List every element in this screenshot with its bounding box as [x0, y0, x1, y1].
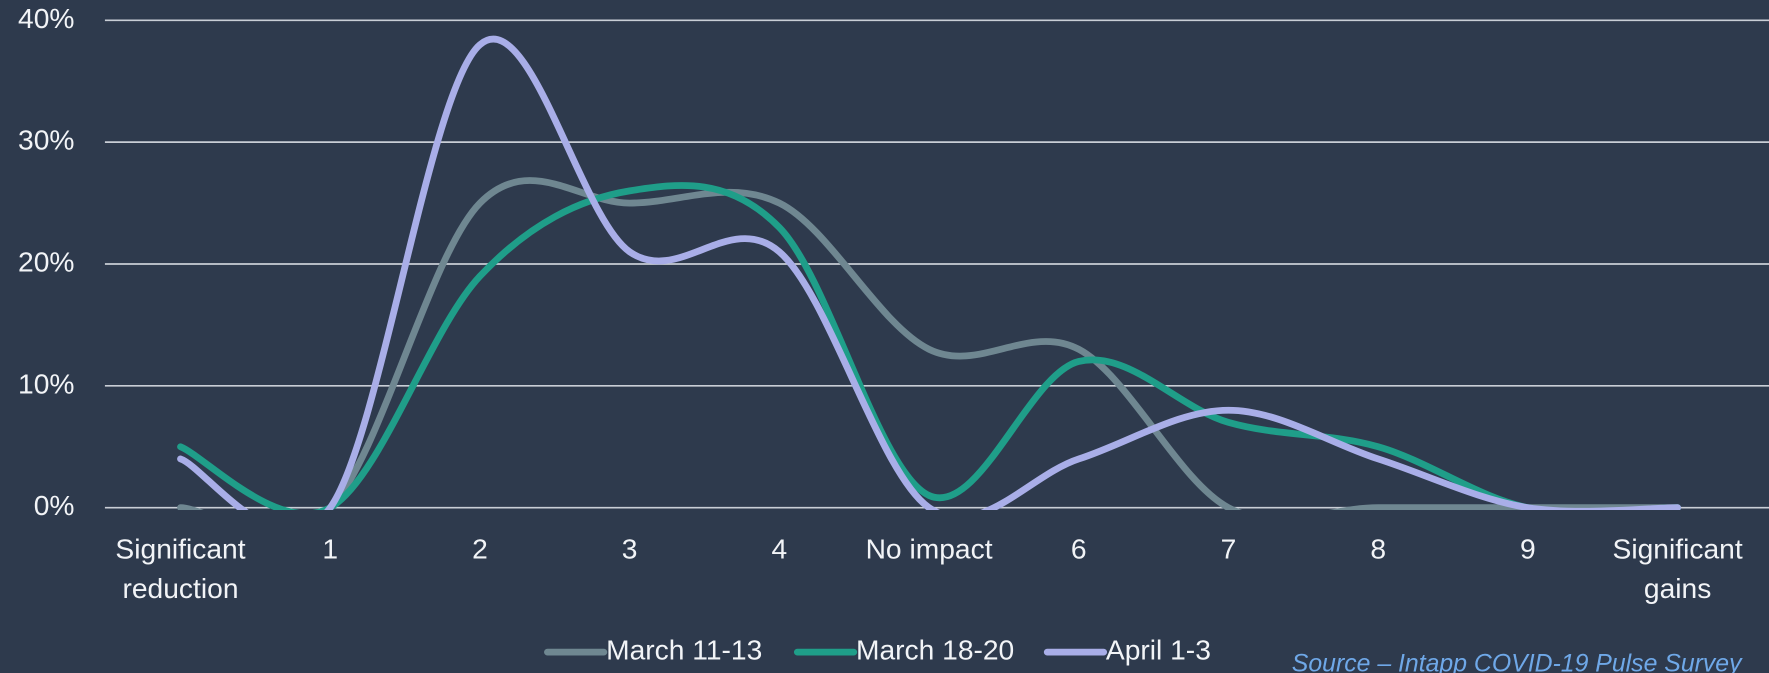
y-tick-label: 10%: [18, 367, 74, 399]
source-note: Source – Intapp COVID-19 Pulse Survey: [1291, 648, 1742, 673]
lines: [177, 35, 1682, 510]
legend-label: March 18-20: [856, 634, 1014, 666]
series-line: [177, 177, 1682, 510]
x-tick-label: 1: [322, 533, 339, 566]
x-tick-label: 8: [1370, 533, 1387, 566]
y-tick-label: 40%: [18, 2, 74, 34]
legend-label: April 1-3: [1106, 634, 1211, 666]
y-tick-label: 20%: [18, 245, 74, 277]
x-tick-label: 4: [771, 533, 788, 566]
x-tick-label: Significant gains: [1612, 533, 1743, 605]
y-tick-label: 30%: [18, 124, 74, 156]
series-line: [177, 182, 1682, 510]
x-tick-label: 7: [1220, 533, 1237, 566]
x-tick-label: No impact: [865, 533, 993, 566]
x-tick-label: 9: [1520, 533, 1536, 566]
x-tick-label: 6: [1070, 533, 1087, 566]
x-tick-label: 2: [472, 533, 488, 566]
x-tick-label: Significant reduction: [115, 533, 246, 605]
legend-label: March 11-13: [606, 634, 762, 666]
y-tick-label: 0%: [34, 489, 75, 521]
series-line: [177, 35, 1682, 510]
x-tick-label: 3: [621, 533, 638, 566]
